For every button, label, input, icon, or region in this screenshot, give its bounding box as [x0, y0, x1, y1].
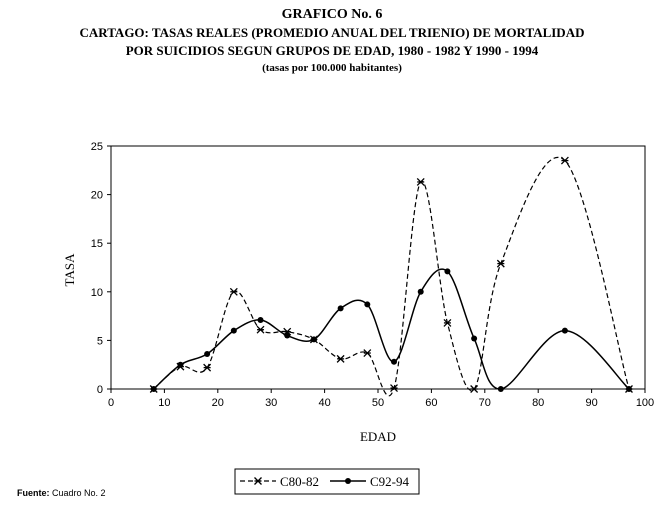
data-point-c92-94 [257, 316, 264, 323]
data-point-c92-94 [471, 335, 478, 342]
x-tick-label: 30 [265, 397, 277, 409]
legend-label-c80-82: C80-82 [280, 474, 319, 489]
data-point-c80-82 [256, 325, 265, 334]
x-tick-label: 60 [425, 397, 437, 409]
y-tick-label: 15 [91, 238, 103, 250]
data-point-c80-82 [416, 178, 425, 186]
series-lines [153, 156, 630, 397]
data-point-c92-94 [444, 268, 451, 275]
x-tick-label: 80 [532, 397, 544, 409]
y-tick-label: 25 [91, 141, 103, 153]
chart-title-block: GRAFICO No. 6 CARTAGO: TASAS REALES (PRO… [0, 6, 664, 76]
data-point-c92-94 [417, 288, 424, 295]
x-axis-title: EDAD [360, 429, 396, 444]
chart-subtitle-2: POR SUICIDIOS SEGUN GRUPOS DE EDAD, 1980… [125, 43, 539, 58]
data-point-c80-82 [443, 318, 452, 327]
data-point-c80-82 [203, 363, 212, 372]
data-point-c80-82 [229, 287, 238, 296]
source-text: Cuadro No. 2 [52, 488, 106, 498]
data-point-c92-94 [204, 351, 211, 358]
x-tick-label: 40 [318, 397, 330, 409]
y-tick-label: 10 [91, 287, 103, 299]
x-tick-label: 0 [108, 397, 114, 409]
data-point-c92-94 [625, 386, 632, 392]
data-point-c92-94 [284, 332, 291, 339]
data-point-c80-82 [363, 349, 372, 357]
data-point-c92-94 [561, 327, 568, 334]
source-note: Fuente: Cuadro No. 2 [17, 488, 106, 498]
data-point-c92-94 [364, 301, 371, 308]
data-point-c80-82 [336, 354, 345, 363]
legend-label-c92-94: C92-94 [370, 474, 410, 489]
legend: C80-82 C92-94 [234, 468, 420, 495]
data-point-c92-94 [497, 386, 504, 392]
legend-marker-c80-82 [254, 477, 262, 485]
data-point-c92-94 [150, 386, 157, 392]
y-tick-label: 20 [91, 190, 103, 202]
chart-title: GRAFICO No. 6 [281, 7, 383, 22]
data-point-c92-94 [230, 327, 237, 334]
legend-marker-c92-94 [345, 478, 351, 484]
legend-star-icon [254, 477, 262, 485]
series-line-c92-94 [153, 268, 630, 390]
series-markers [149, 156, 633, 393]
x-tick-label: 10 [158, 397, 170, 409]
x-tick-label: 90 [585, 397, 597, 409]
data-point-c80-82 [560, 156, 569, 165]
chart-subtitle-1: CARTAGO: TASAS REALES (PROMEDIO ANUAL DE… [79, 25, 585, 40]
y-tick-label: 5 [97, 335, 103, 347]
x-tick-label: 20 [212, 397, 224, 409]
plot-area [110, 145, 646, 390]
data-point-c80-82 [390, 384, 398, 392]
chart-units-note: (tasas por 100.000 habitantes) [262, 62, 402, 74]
data-point-c80-82 [496, 259, 505, 268]
data-point-c92-94 [177, 361, 184, 368]
y-axis-title: TASA [62, 253, 77, 287]
y-tick-label: 0 [97, 384, 103, 396]
x-tick-label: 100 [636, 397, 654, 409]
data-point-c92-94 [337, 305, 344, 312]
x-tick-label: 50 [372, 397, 384, 409]
source-label: Fuente: [17, 488, 50, 498]
axis-ticks: 0 10 20 30 40 50 60 70 80 90 100 0 5 10 15 20 25 [91, 141, 654, 409]
legend-box [234, 468, 420, 495]
data-point-c80-82 [470, 385, 479, 393]
data-point-c92-94 [310, 336, 317, 343]
data-point-c92-94 [391, 358, 398, 365]
x-tick-label: 70 [479, 397, 491, 409]
